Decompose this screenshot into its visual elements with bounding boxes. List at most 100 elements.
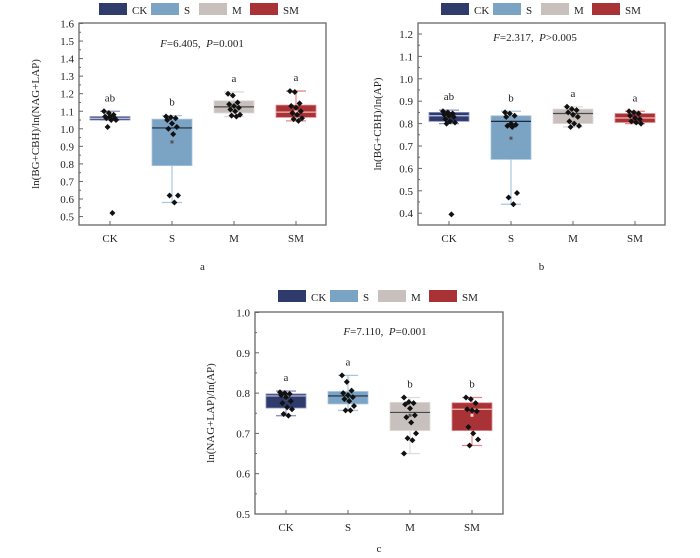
data-point <box>635 110 642 117</box>
legend-swatch-sm <box>429 290 457 302</box>
y-tick-label: 0.5 <box>236 509 250 521</box>
significance-label: ab <box>105 92 116 104</box>
data-point <box>299 115 305 122</box>
data-point <box>279 400 286 407</box>
data-point <box>175 192 181 199</box>
box-m: a <box>552 88 594 130</box>
mean-marker <box>170 140 174 144</box>
data-point <box>170 131 177 138</box>
data-point <box>233 113 240 120</box>
box-ck: ab <box>89 92 131 217</box>
data-point <box>297 108 304 115</box>
x-tick-label-s: S <box>508 233 514 245</box>
data-point <box>403 414 410 421</box>
data-point <box>410 400 417 407</box>
data-point <box>570 111 576 118</box>
y-tick-label: 1.0 <box>399 74 413 86</box>
y-tick-label: 0.9 <box>236 348 250 360</box>
data-point <box>564 103 570 110</box>
legend: CK S M SM <box>278 290 478 304</box>
panel-label: c <box>377 543 382 555</box>
y-tick-label: 0.8 <box>236 388 250 400</box>
y-tick-label: 1.3 <box>60 71 74 83</box>
data-point <box>565 109 572 116</box>
stat-F: =7.110, <box>350 326 384 338</box>
data-point <box>401 450 407 457</box>
data-point <box>294 111 301 118</box>
x-tick-label-m: M <box>229 233 239 245</box>
stat-P: =0.001 <box>396 326 427 338</box>
legend-label-sm: SM <box>283 5 299 17</box>
panel-b: 0.4 0.5 0.6 0.7 0.8 0.9 1.0 1.1 1.2 ln(BG+CBH)/ln… <box>372 22 666 273</box>
data-point <box>280 411 287 418</box>
y-tick-label: 1.1 <box>60 106 74 118</box>
data-point <box>446 112 452 119</box>
stat-F: =2.317, <box>500 32 534 44</box>
data-point <box>278 392 285 399</box>
panel-c: 0.50.60.70.80.91.0ln(NAG+LAP)/ln(AP)CK S M… <box>205 308 504 555</box>
data-point <box>469 407 475 414</box>
stat-P-label: P <box>388 326 396 338</box>
data-point <box>109 210 116 217</box>
data-point <box>502 109 508 116</box>
y-tick-label: 0.7 <box>399 141 413 153</box>
data-point <box>346 398 353 405</box>
data-point <box>626 108 632 115</box>
panel-label: a <box>200 261 205 273</box>
y-axis-label: ln(BG+CBH)/ln(NAG+LAP) <box>30 59 42 189</box>
data-point <box>231 102 237 109</box>
data-point <box>172 115 179 122</box>
significance-label: a <box>284 372 289 384</box>
panel-a: 0.5 0.6 0.7 0.8 0.9 1.0 1.1 1.2 1.3 1.4 1.5 1.6 ln(B… <box>30 19 327 273</box>
significance-label: ab <box>444 91 455 103</box>
mean-marker <box>509 136 513 140</box>
data-point <box>408 419 415 426</box>
data-point <box>405 398 412 405</box>
y-tick-label: 1.0 <box>60 124 74 136</box>
x-tick-label-s: S <box>169 233 175 245</box>
x-tick-label-ck: CK <box>278 522 293 534</box>
x-tick-label-sm: SM <box>288 233 304 245</box>
stat-P: >0.005 <box>546 32 577 44</box>
legend-label-m: M <box>411 292 421 304</box>
anova-stat-text: F=2.317, P>0.005 <box>492 32 577 44</box>
legend-label-s: S <box>184 5 190 17</box>
significance-label: b <box>407 379 413 391</box>
y-tick-label: 1.1 <box>399 51 413 63</box>
data-point <box>164 117 171 124</box>
legend-swatch-m <box>378 290 406 302</box>
legend-label-sm: SM <box>462 292 478 304</box>
legend-label-m: M <box>232 5 242 17</box>
legend-label-m: M <box>574 5 584 17</box>
y-tick-label: 1.2 <box>60 89 74 101</box>
data-point <box>228 112 235 119</box>
data-point <box>296 100 303 107</box>
x-tick-label-m: M <box>568 233 578 245</box>
data-point <box>293 104 299 111</box>
box-s: a <box>327 356 369 414</box>
data-point <box>287 88 293 95</box>
data-point <box>349 394 356 401</box>
anova-stat-text: F=6.405, P=0.001 <box>159 38 244 50</box>
data-point <box>407 405 413 412</box>
legend-label-ck: CK <box>474 5 489 17</box>
x-tick-label-ck: CK <box>441 233 456 245</box>
data-point <box>506 110 513 117</box>
y-tick-label: 0.5 <box>399 186 413 198</box>
data-point <box>470 430 477 437</box>
data-point <box>628 118 635 125</box>
data-point <box>291 88 298 95</box>
legend-label-s: S <box>526 5 532 17</box>
y-tick-label: 1.6 <box>60 19 74 31</box>
data-point <box>286 390 293 397</box>
data-point <box>509 123 516 130</box>
stat-F-label: F <box>342 326 350 338</box>
data-point <box>514 190 520 197</box>
data-point <box>413 430 419 437</box>
data-point <box>173 124 180 131</box>
data-point <box>510 201 517 208</box>
y-tick-label: 0.7 <box>60 176 74 188</box>
data-point <box>402 401 409 408</box>
data-point <box>234 99 241 106</box>
